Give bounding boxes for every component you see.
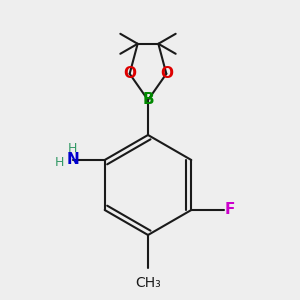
Text: O: O xyxy=(160,66,173,81)
Text: O: O xyxy=(123,66,136,81)
Text: B: B xyxy=(142,92,154,107)
Text: N: N xyxy=(66,152,79,167)
Text: H: H xyxy=(68,142,77,154)
Text: CH₃: CH₃ xyxy=(135,276,161,290)
Text: H: H xyxy=(55,155,64,169)
Text: F: F xyxy=(225,202,236,217)
